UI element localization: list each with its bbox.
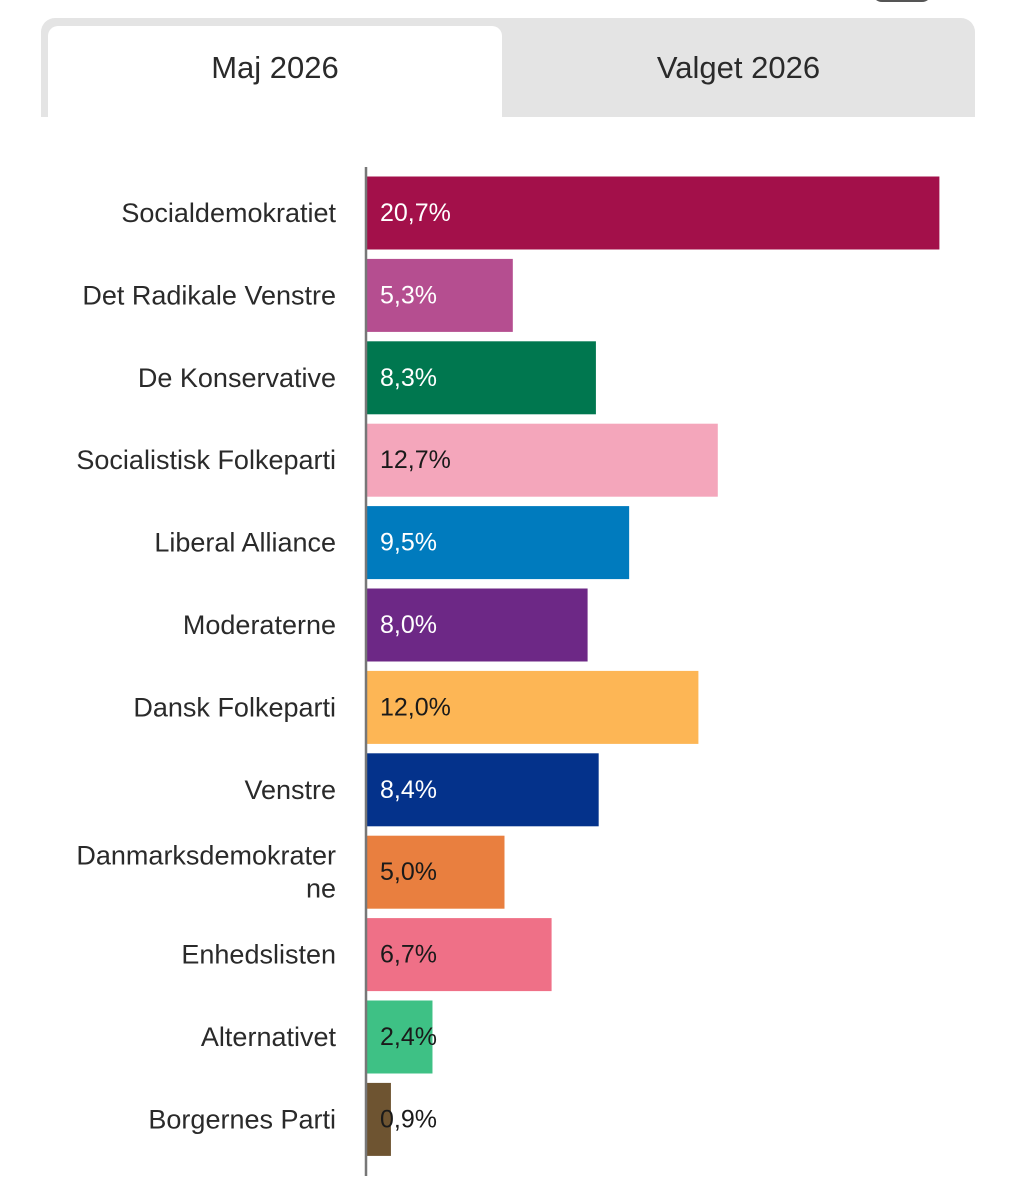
bar-6 — [366, 670, 699, 744]
category-label-2: De Konservative — [138, 363, 336, 393]
value-label-10: 2,4% — [380, 1023, 437, 1051]
value-label-1: 5,3% — [380, 281, 437, 309]
category-label-5: Moderaterne — [183, 610, 336, 640]
category-label-6: Dansk Folkeparti — [133, 692, 336, 722]
bar-3 — [366, 423, 718, 497]
value-label-5: 8,0% — [380, 611, 437, 639]
value-label-2: 8,3% — [380, 364, 437, 392]
value-label-3: 12,7% — [380, 446, 451, 474]
category-label-0: Socialdemokratiet — [121, 198, 336, 228]
bar-0 — [366, 176, 940, 250]
category-label-11: Borgernes Parti — [148, 1104, 336, 1134]
bar-10 — [366, 1000, 433, 1074]
bar-9 — [366, 918, 552, 992]
bar-5 — [366, 588, 588, 662]
value-label-4: 9,5% — [380, 529, 437, 557]
bar-8 — [366, 835, 505, 909]
bar-1 — [366, 258, 513, 332]
category-label-3: Socialistisk Folkeparti — [76, 445, 336, 475]
value-label-9: 6,7% — [380, 941, 437, 969]
top-arc-decoration — [872, 0, 932, 2]
category-label-7: Venstre — [244, 775, 336, 805]
bar-7 — [366, 753, 599, 827]
bar-4 — [366, 506, 630, 580]
category-label-8-line-1: ne — [306, 874, 336, 904]
value-label-7: 8,4% — [380, 776, 437, 804]
category-label-9: Enhedslisten — [181, 940, 336, 970]
bar-2 — [366, 341, 596, 415]
period-tab-bar: Maj 2026 Valget 2026 — [41, 18, 975, 117]
tab-maj-2026[interactable]: Maj 2026 — [48, 26, 502, 117]
value-label-11: 0,9% — [380, 1105, 437, 1133]
category-label-4: Liberal Alliance — [154, 528, 336, 558]
tab-valget-2026[interactable]: Valget 2026 — [656, 49, 821, 85]
value-label-0: 20,7% — [380, 199, 451, 227]
bar-11 — [366, 1082, 391, 1156]
category-label-1: Det Radikale Venstre — [82, 280, 336, 310]
category-label-10: Alternativet — [201, 1022, 337, 1052]
value-label-8: 5,0% — [380, 858, 437, 886]
category-label-8-line-0: Danmarksdemokrater — [76, 841, 336, 871]
value-label-6: 12,0% — [380, 693, 451, 721]
